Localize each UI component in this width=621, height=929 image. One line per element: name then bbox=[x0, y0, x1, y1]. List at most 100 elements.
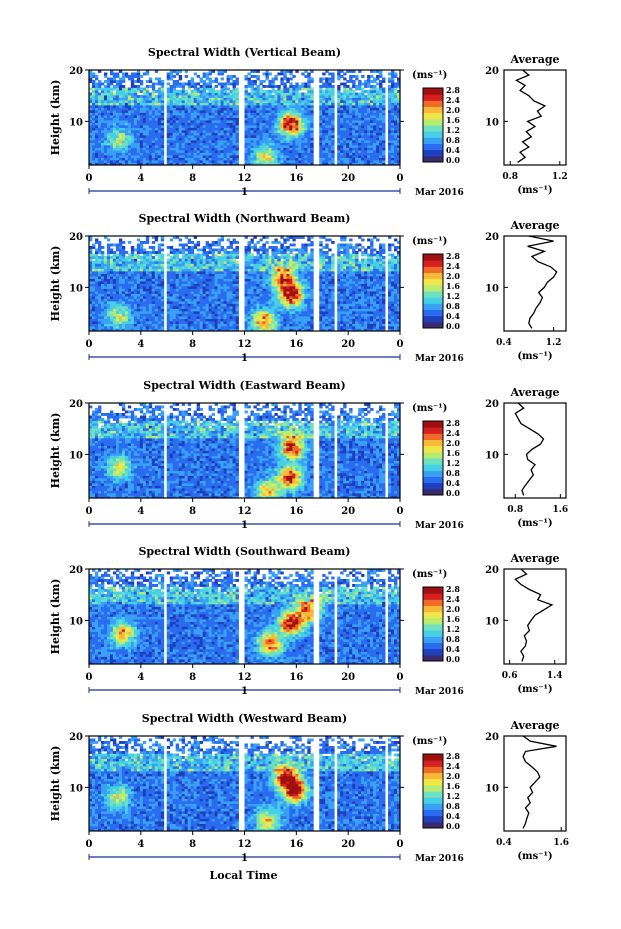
heatmap-cell bbox=[169, 308, 174, 312]
heatmap-cell bbox=[118, 145, 123, 148]
heatmap-cell bbox=[310, 112, 314, 116]
heatmap-cell bbox=[172, 127, 177, 131]
heatmap-cell bbox=[235, 140, 239, 143]
heatmap-cell bbox=[139, 266, 144, 269]
heatmap-cell bbox=[280, 82, 284, 86]
heatmap-cell bbox=[229, 328, 233, 332]
heatmap-cell bbox=[106, 150, 111, 153]
heatmap-cell bbox=[121, 152, 126, 156]
heatmap-cell bbox=[106, 112, 111, 116]
heatmap-cell bbox=[193, 72, 198, 76]
heatmap-cell bbox=[199, 281, 204, 284]
heatmap-cell bbox=[166, 263, 171, 267]
heatmap-cell bbox=[226, 92, 230, 96]
heatmap-cell bbox=[199, 306, 204, 309]
heatmap-cell bbox=[175, 102, 180, 106]
heatmap-cell bbox=[89, 276, 93, 279]
heatmap-cell bbox=[151, 291, 156, 294]
heatmap-cell bbox=[250, 140, 254, 143]
heatmap-cell bbox=[283, 125, 287, 128]
heatmap-cell bbox=[118, 298, 123, 302]
heatmap-cell bbox=[376, 162, 380, 166]
heatmap-cell bbox=[130, 251, 135, 254]
heatmap-cell bbox=[97, 326, 102, 329]
heatmap-cell bbox=[202, 271, 207, 274]
heatmap-cell bbox=[118, 316, 123, 319]
heatmap-cell bbox=[130, 152, 135, 156]
heatmap-cell bbox=[151, 140, 156, 143]
heatmap-cell bbox=[175, 142, 180, 146]
heatmap-cell bbox=[136, 308, 141, 312]
heatmap-cell bbox=[100, 326, 105, 329]
heatmap-cell bbox=[139, 318, 144, 322]
heatmap-cell bbox=[145, 122, 150, 126]
heatmap-cell bbox=[97, 293, 102, 297]
heatmap-cell bbox=[199, 296, 204, 299]
heatmap-cell bbox=[196, 87, 201, 91]
heatmap-cell bbox=[373, 125, 377, 128]
heatmap-cell bbox=[214, 142, 218, 146]
heatmap-cell bbox=[121, 278, 126, 282]
heatmap-cell bbox=[187, 291, 192, 294]
heatmap-cell bbox=[391, 110, 395, 113]
heatmap-cell bbox=[343, 95, 347, 98]
heatmap-cell bbox=[106, 80, 111, 83]
heatmap-cell bbox=[124, 150, 129, 153]
heatmap-cell bbox=[199, 326, 204, 329]
heatmap-cell bbox=[397, 150, 401, 153]
heatmap-cell bbox=[127, 157, 132, 161]
heatmap-cell bbox=[166, 135, 171, 138]
heatmap-cell bbox=[151, 135, 156, 138]
heatmap-cell bbox=[397, 85, 401, 88]
heatmap-cell bbox=[286, 77, 290, 81]
heatmap-cell bbox=[103, 130, 108, 133]
heatmap-cell bbox=[205, 102, 210, 106]
heatmap-cell bbox=[181, 256, 186, 259]
heatmap-cell bbox=[265, 72, 269, 76]
heatmap-cell bbox=[283, 145, 287, 148]
heatmap-cell bbox=[322, 120, 326, 123]
heatmap-cell bbox=[151, 316, 156, 319]
heatmap-cell bbox=[127, 122, 132, 126]
heatmap-cell bbox=[214, 77, 218, 81]
heatmap-cell bbox=[100, 152, 105, 156]
heatmap-cell bbox=[352, 142, 356, 146]
heatmap-cell bbox=[229, 271, 233, 274]
heatmap-cell bbox=[346, 95, 350, 98]
heatmap-cell bbox=[190, 110, 195, 113]
heatmap-cell bbox=[124, 323, 129, 327]
heatmap-cell bbox=[109, 266, 114, 269]
heatmap-cell bbox=[154, 236, 159, 239]
heatmap-cell bbox=[103, 298, 108, 302]
heatmap-cell bbox=[148, 135, 153, 138]
heatmap-cell bbox=[106, 127, 111, 131]
heatmap-cell bbox=[244, 87, 248, 91]
heatmap-cell bbox=[89, 115, 93, 118]
heatmap-cell bbox=[118, 117, 123, 121]
heatmap-cell bbox=[181, 120, 186, 123]
heatmap-cell bbox=[133, 140, 138, 143]
heatmap-cell bbox=[157, 273, 162, 277]
heatmap-cell bbox=[121, 308, 126, 312]
heatmap-cell bbox=[232, 117, 236, 121]
heatmap-cell bbox=[175, 256, 180, 259]
heatmap-cell bbox=[91, 95, 96, 98]
heatmap-cell bbox=[148, 85, 153, 88]
heatmap-cell bbox=[376, 127, 380, 131]
heatmap-cell bbox=[160, 288, 165, 292]
heatmap-cell bbox=[142, 152, 147, 156]
heatmap-cell bbox=[193, 100, 198, 103]
heatmap-cell bbox=[208, 92, 213, 96]
heatmap-cell bbox=[91, 145, 96, 148]
heatmap-cell bbox=[340, 117, 344, 121]
heatmap-cell bbox=[256, 107, 260, 111]
heatmap-cell bbox=[103, 107, 108, 111]
heatmap-cell bbox=[280, 105, 284, 108]
heatmap-cell bbox=[250, 122, 254, 126]
heatmap-cell bbox=[202, 301, 207, 304]
heatmap-cell bbox=[265, 105, 269, 108]
heatmap-cell bbox=[94, 313, 99, 317]
heatmap-cell bbox=[322, 72, 326, 76]
heatmap-cell bbox=[103, 105, 108, 108]
heatmap-cell bbox=[145, 321, 150, 324]
